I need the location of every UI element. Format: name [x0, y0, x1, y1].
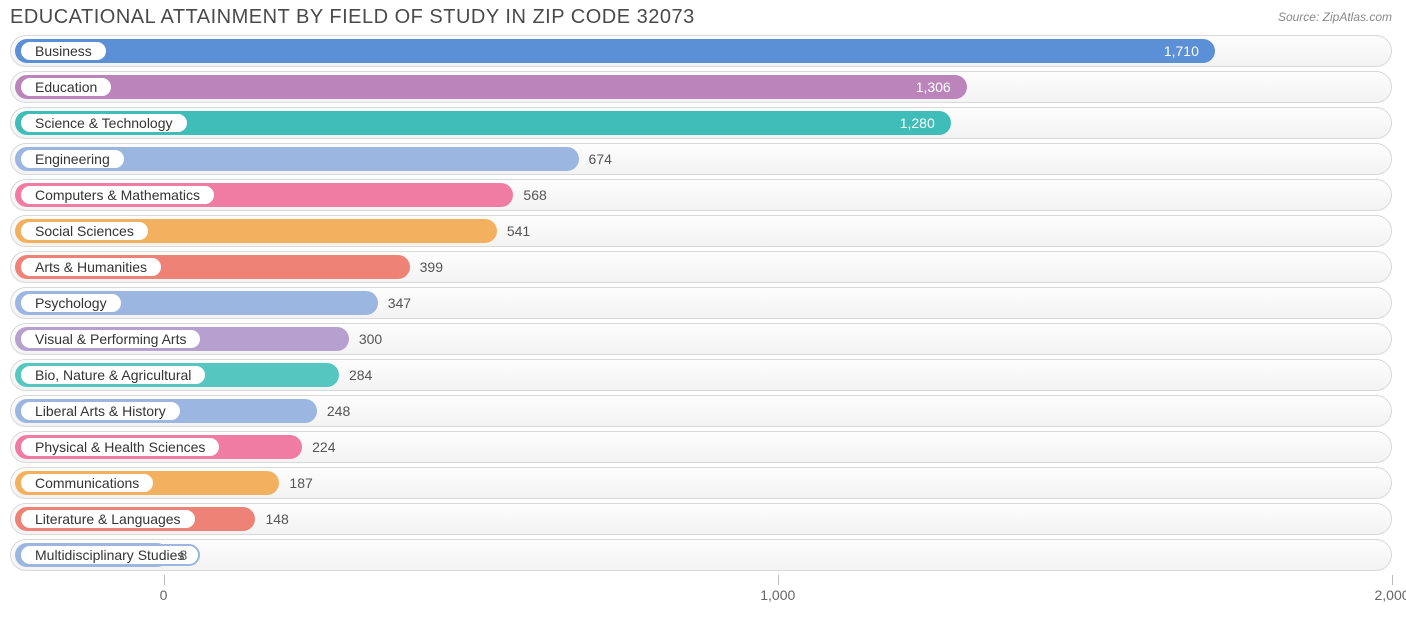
value-label: 8 [179, 540, 187, 570]
bar-row: Liberal Arts & History 248 [10, 395, 1392, 427]
bar-row: Visual & Performing Arts 300 [10, 323, 1392, 355]
category-pill: Literature & Languages [19, 508, 197, 530]
category-pill: Business [19, 40, 108, 62]
bar-row: Social Sciences 541 [10, 215, 1392, 247]
chart-area: Business 1,710 Education 1,306 Science & Tec… [10, 35, 1396, 605]
axis-tick-label: 1,000 [760, 587, 795, 603]
bar-row: Engineering 674 [10, 143, 1392, 175]
chart-source: Source: ZipAtlas.com [1278, 6, 1396, 24]
value-label: 1,710 [1164, 36, 1199, 66]
value-label: 541 [507, 216, 530, 246]
value-label: 148 [265, 504, 288, 534]
category-pill: Communications [19, 472, 155, 494]
value-label: 300 [359, 324, 382, 354]
axis-tick [778, 575, 779, 585]
bar-row: Computers & Mathematics 568 [10, 179, 1392, 211]
bar-row: Literature & Languages 148 [10, 503, 1392, 535]
value-label: 1,280 [900, 108, 935, 138]
category-pill: Arts & Humanities [19, 256, 163, 278]
category-pill: Science & Technology [19, 112, 189, 134]
value-label: 568 [523, 180, 546, 210]
value-label: 224 [312, 432, 335, 462]
value-label: 248 [327, 396, 350, 426]
value-label: 1,306 [916, 72, 951, 102]
bar-row: Physical & Health Sciences 224 [10, 431, 1392, 463]
category-pill: Social Sciences [19, 220, 150, 242]
bar-row: Bio, Nature & Agricultural 284 [10, 359, 1392, 391]
category-pill: Psychology [19, 292, 123, 314]
bar-row: Arts & Humanities 399 [10, 251, 1392, 283]
category-pill: Liberal Arts & History [19, 400, 182, 422]
axis-tick [1392, 575, 1393, 585]
value-label: 187 [289, 468, 312, 498]
category-pill: Physical & Health Sciences [19, 436, 221, 458]
axis-tick-label: 2,000 [1374, 587, 1406, 603]
x-axis: 01,0002,000 [10, 575, 1392, 605]
bar-row: Business 1,710 [10, 35, 1392, 67]
bar-row: Communications 187 [10, 467, 1392, 499]
category-pill: Computers & Mathematics [19, 184, 216, 206]
category-pill: Bio, Nature & Agricultural [19, 364, 207, 386]
bar-row: Science & Technology 1,280 [10, 107, 1392, 139]
value-label: 674 [589, 144, 612, 174]
chart-title: EDUCATIONAL ATTAINMENT BY FIELD OF STUDY… [10, 6, 695, 29]
value-label: 347 [388, 288, 411, 318]
bar-row: Multidisciplinary Studies8 [10, 539, 1392, 571]
axis-tick-label: 0 [160, 587, 168, 603]
bar [15, 39, 1215, 63]
category-pill: Multidisciplinary Studies [19, 544, 200, 566]
category-pill: Engineering [19, 148, 126, 170]
axis-tick [164, 575, 165, 585]
category-pill: Visual & Performing Arts [19, 328, 202, 350]
chart-header: EDUCATIONAL ATTAINMENT BY FIELD OF STUDY… [10, 6, 1396, 29]
bar [15, 75, 967, 99]
bar-row: Education 1,306 [10, 71, 1392, 103]
value-label: 399 [420, 252, 443, 282]
category-pill: Education [19, 76, 113, 98]
bar-row: Psychology 347 [10, 287, 1392, 319]
value-label: 284 [349, 360, 372, 390]
